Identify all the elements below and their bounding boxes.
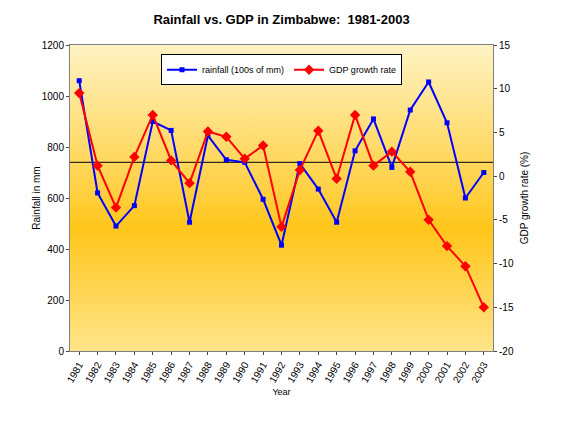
svg-text:1996: 1996 xyxy=(340,360,361,385)
svg-text:2003: 2003 xyxy=(469,360,490,385)
svg-text:1982: 1982 xyxy=(83,360,104,385)
svg-text:1987: 1987 xyxy=(175,360,196,385)
svg-text:400: 400 xyxy=(47,244,64,255)
svg-text:Rainfall vs. GDP in Zimbabwe:: Rainfall vs. GDP in Zimbabwe: 1981-2003 xyxy=(153,12,409,27)
svg-text:1997: 1997 xyxy=(359,360,380,385)
svg-text:1986: 1986 xyxy=(157,360,178,385)
svg-text:1990: 1990 xyxy=(230,360,251,385)
svg-text:1998: 1998 xyxy=(377,360,398,385)
svg-text:2000: 2000 xyxy=(414,360,435,385)
svg-text:0: 0 xyxy=(58,346,64,357)
svg-text:1993: 1993 xyxy=(285,360,306,385)
svg-text:Rainfall in mm: Rainfall in mm xyxy=(31,166,42,229)
svg-text:600: 600 xyxy=(47,193,64,204)
svg-text:10: 10 xyxy=(499,83,511,94)
svg-text:1200: 1200 xyxy=(42,40,65,51)
svg-text:Year: Year xyxy=(272,387,290,397)
svg-text:-20: -20 xyxy=(499,346,514,357)
svg-text:rainfall (100s of mm): rainfall (100s of mm) xyxy=(202,65,284,75)
svg-text:1988: 1988 xyxy=(193,360,214,385)
svg-text:1981: 1981 xyxy=(65,360,86,385)
svg-text:1983: 1983 xyxy=(101,360,122,385)
svg-text:1999: 1999 xyxy=(396,360,417,385)
svg-text:-10: -10 xyxy=(499,258,514,269)
svg-text:1985: 1985 xyxy=(138,360,159,385)
svg-text:GDP growth rate: GDP growth rate xyxy=(329,65,396,75)
svg-text:1984: 1984 xyxy=(120,360,141,385)
svg-text:1000: 1000 xyxy=(42,91,65,102)
svg-text:1995: 1995 xyxy=(322,360,343,385)
svg-text:0: 0 xyxy=(499,171,505,182)
svg-text:-15: -15 xyxy=(499,302,514,313)
svg-text:800: 800 xyxy=(47,142,64,153)
svg-text:1992: 1992 xyxy=(267,360,288,385)
svg-text:2002: 2002 xyxy=(451,360,472,385)
svg-text:GDP growth rate (%): GDP growth rate (%) xyxy=(519,152,530,245)
svg-text:15: 15 xyxy=(499,40,511,51)
svg-text:2001: 2001 xyxy=(432,360,453,385)
svg-text:200: 200 xyxy=(47,295,64,306)
svg-text:1994: 1994 xyxy=(304,360,325,385)
svg-text:1989: 1989 xyxy=(212,360,233,385)
svg-text:-5: -5 xyxy=(499,214,508,225)
svg-text:5: 5 xyxy=(499,127,505,138)
svg-text:1991: 1991 xyxy=(249,360,270,385)
